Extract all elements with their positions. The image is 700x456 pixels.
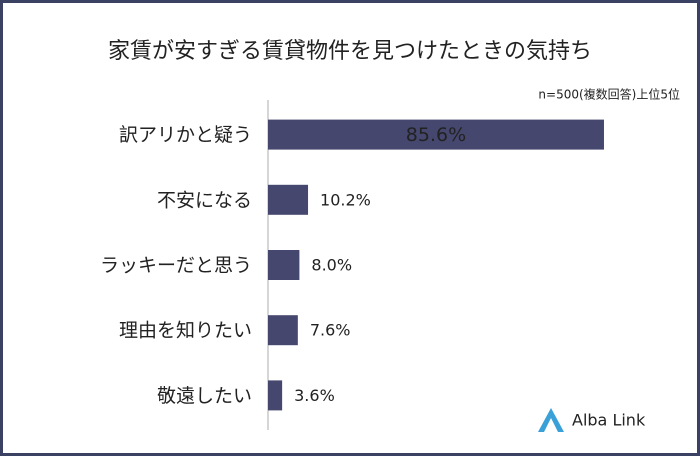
value-label: 10.2% — [320, 190, 371, 209]
category-label: 不安になる — [157, 189, 252, 211]
value-label: 85.6% — [406, 124, 466, 146]
logo: Alba Link — [538, 408, 646, 432]
value-label: 8.0% — [311, 256, 352, 275]
chart-title: 家賃が安すぎる賃貸物件を見つけたときの気持ち — [108, 39, 592, 64]
category-label: ラッキーだと思う — [100, 255, 252, 277]
bar — [268, 315, 298, 346]
bar — [268, 250, 300, 280]
bar — [268, 380, 283, 411]
bar — [268, 184, 309, 215]
bar — [268, 119, 604, 150]
category-label: 敬遠したい — [157, 385, 252, 407]
value-label: 3.6% — [294, 386, 335, 405]
category-label: 訳アリかと疑う — [119, 124, 252, 146]
value-label: 7.6% — [310, 321, 351, 340]
chart-subtitle: n=500(複数回答)上位5位 — [538, 87, 680, 102]
category-label: 理由を知りたい — [119, 320, 252, 342]
logo-icon — [544, 418, 558, 432]
logo-text: Alba Link — [572, 411, 646, 430]
